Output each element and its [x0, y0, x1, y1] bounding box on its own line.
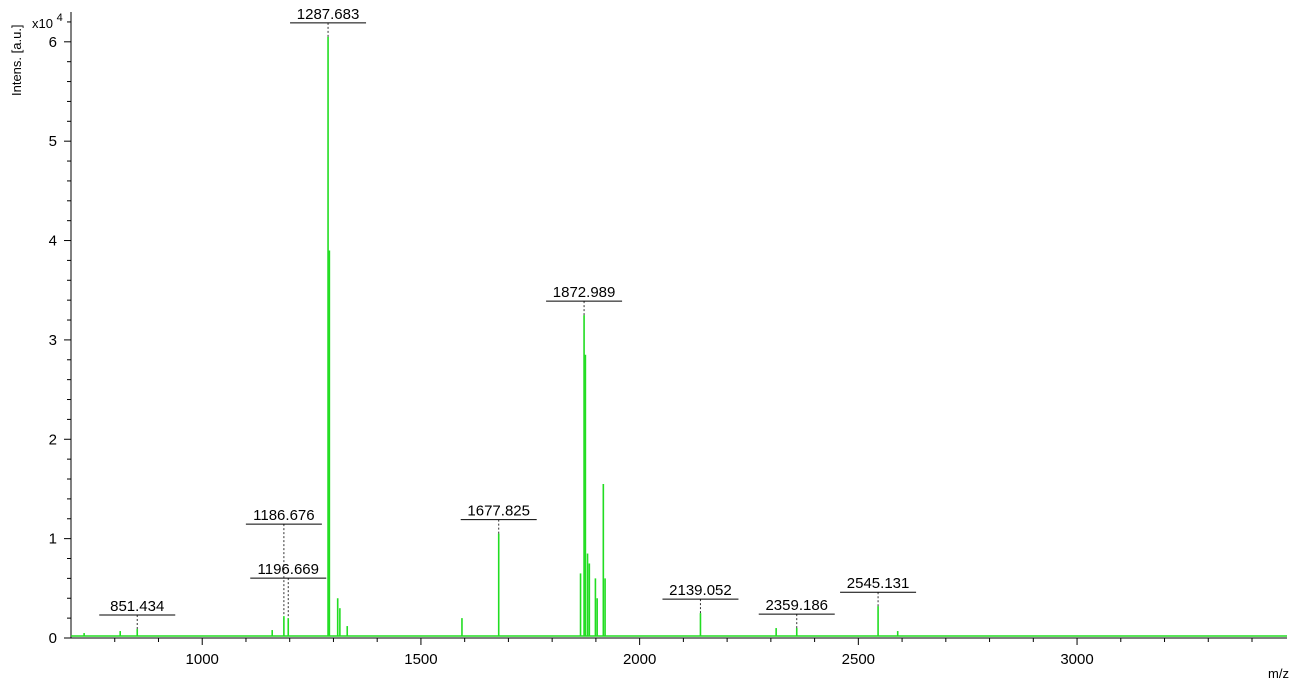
y-tick-label: 0 [49, 630, 57, 647]
x-tick-label: 2500 [842, 651, 875, 668]
peak-label: 2545.131 [847, 575, 910, 592]
y-tick-label: 5 [49, 133, 57, 150]
y-multiplier: x10 4 [32, 12, 63, 31]
x-tick-label: 1500 [404, 651, 437, 668]
peak-label: 2139.052 [669, 582, 732, 599]
peak-annotation: 2139.052 [662, 582, 739, 614]
x-tick-label: 3000 [1060, 651, 1093, 668]
y-tick-label: 2 [49, 431, 57, 448]
peak-label: 1186.676 [253, 507, 314, 524]
y-multiplier-exponent: 4 [57, 12, 63, 24]
peak-annotation: 1287.683 [290, 6, 367, 37]
peak-annotation: 2359.186 [758, 597, 835, 629]
peak-annotation: 1872.989 [546, 284, 623, 316]
peak-label: 1677.825 [467, 503, 530, 520]
spectrum-trace [71, 36, 1287, 637]
peak-annotation: 2545.131 [840, 575, 917, 607]
peak-label: 851.434 [110, 598, 164, 615]
y-tick-label: 1 [49, 531, 57, 548]
y-multiplier-base: x10 [32, 16, 53, 31]
peak-annotation: 1196.669 [250, 561, 327, 619]
peak-label: 1872.989 [553, 284, 616, 301]
peak-label: 1196.669 [258, 561, 319, 578]
peak-annotation: 851.434 [99, 598, 176, 630]
peak-annotation: 1677.825 [460, 503, 537, 534]
peak-label: 2359.186 [765, 597, 828, 614]
axes [70, 12, 1287, 639]
y-axis-label: Intens. [a.u.] [9, 24, 24, 96]
x-axis-label: m/z [1268, 666, 1289, 681]
peak-annotation: 1186.676 [245, 507, 322, 617]
y-tick-label: 6 [49, 34, 57, 51]
axis-ticks: 1000 1500 2000 2500 3000 0 1 2 3 4 5 6 [49, 21, 1253, 668]
y-tick-label: 4 [49, 233, 57, 250]
x-tick-label: 1000 [186, 651, 219, 668]
x-tick-label: 2000 [623, 651, 656, 668]
peak-labels: 851.434 1186.676 1196.669 1287.683 1677.825 1… [99, 6, 917, 630]
peak-label: 1287.683 [297, 6, 360, 23]
y-tick-label: 3 [49, 332, 57, 349]
